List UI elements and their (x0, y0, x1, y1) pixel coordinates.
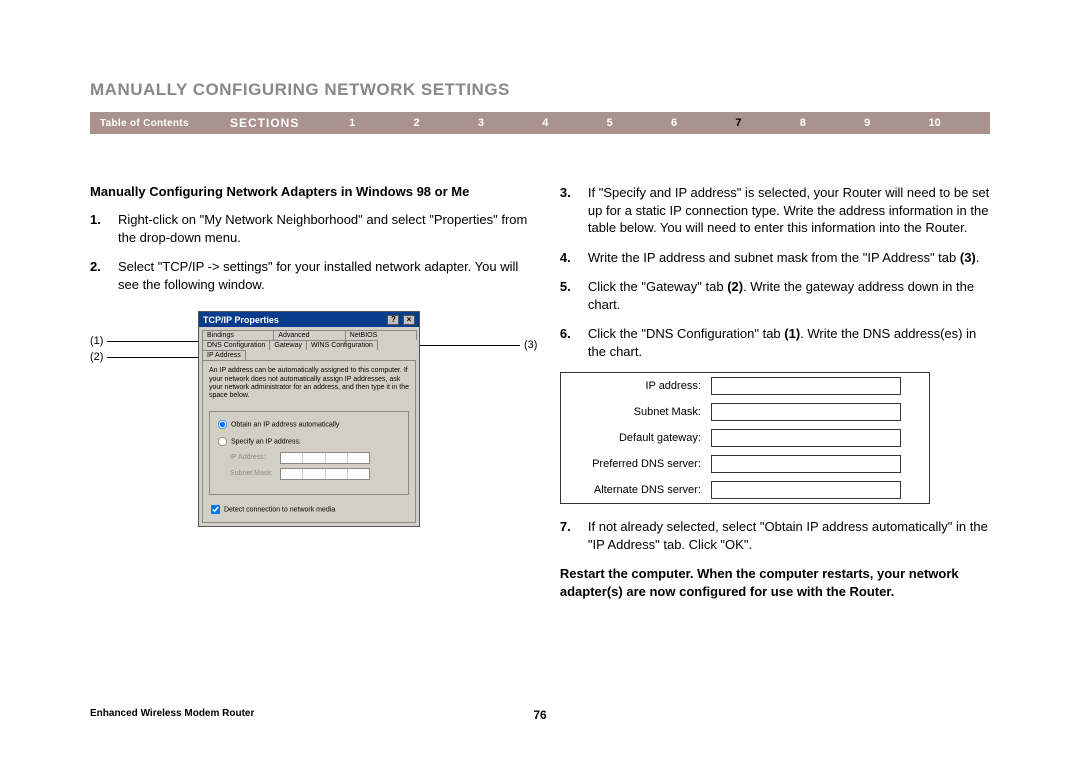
callout-1: (1) (90, 335, 103, 347)
ip-info-table: IP address: Subnet Mask: Default gateway… (560, 372, 930, 504)
page-footer: Enhanced Wireless Modem Router 76 (90, 708, 990, 719)
nav-num-7[interactable]: 7 (735, 117, 741, 129)
nav-num-9[interactable]: 9 (864, 117, 870, 129)
ip-table-input[interactable] (711, 481, 901, 499)
ip-table-input[interactable] (711, 429, 901, 447)
tcpip-dialog: TCP/IP Properties ? × Bindings Advanced … (198, 311, 420, 527)
nav-num-2[interactable]: 2 (414, 117, 420, 129)
right-steps: 3. If "Specify and IP address" is select… (560, 184, 990, 360)
left-steps: 1. Right-click on "My Network Neighborho… (90, 211, 530, 293)
tab-dns[interactable]: DNS Configuration (202, 340, 270, 350)
step-number: 1. (90, 211, 118, 246)
radio-specify[interactable] (218, 437, 227, 446)
detect-connection-checkbox[interactable] (211, 505, 220, 514)
tab-netbios[interactable]: NetBIOS (345, 330, 417, 340)
radio-specify-label: Specify an IP address: (231, 438, 301, 445)
footer-page-number: 76 (533, 708, 546, 722)
ip-table-input[interactable] (711, 377, 901, 395)
nav-numbers: 1 2 3 4 5 6 7 8 9 10 (320, 117, 990, 129)
step-number: 2. (90, 258, 118, 293)
nav-num-8[interactable]: 8 (800, 117, 806, 129)
tab-bindings[interactable]: Bindings (202, 330, 274, 340)
right-column: 3. If "Specify and IP address" is select… (560, 184, 990, 601)
tab-ipaddress[interactable]: IP Address (202, 350, 246, 360)
callout-3: (3) (524, 339, 537, 351)
nav-num-3[interactable]: 3 (478, 117, 484, 129)
callout-2: (2) (90, 351, 103, 363)
dialog-titlebar: TCP/IP Properties ? × (199, 312, 419, 327)
step-text: If not already selected, select "Obtain … (588, 518, 990, 553)
radio-obtain-auto-label: Obtain an IP address automatically (231, 421, 339, 428)
step7-list: 7. If not already selected, select "Obta… (560, 518, 990, 553)
dialog-title-text: TCP/IP Properties (203, 315, 279, 325)
ip-table-label: Alternate DNS server: (571, 484, 711, 496)
step-text: If "Specify and IP address" is selected,… (588, 184, 990, 237)
step-text: Click the "DNS Configuration" tab (1). W… (588, 325, 990, 360)
nav-sections-label: SECTIONS (230, 116, 320, 130)
tab-wins[interactable]: WINS Configuration (306, 340, 378, 350)
ip-table-label: Subnet Mask: (571, 406, 711, 418)
ip-address-label: IP Address: (230, 454, 280, 462)
ip-address-input[interactable] (280, 452, 370, 464)
page-title: MANUALLY CONFIGURING NETWORK SETTINGS (90, 80, 990, 100)
sub-heading: Manually Configuring Network Adapters in… (90, 184, 530, 199)
left-column: Manually Configuring Network Adapters in… (90, 184, 530, 601)
ip-table-input[interactable] (711, 455, 901, 473)
footer-product-name: Enhanced Wireless Modem Router (90, 708, 254, 719)
close-icon[interactable]: × (403, 315, 415, 325)
subnet-mask-input[interactable] (280, 468, 370, 480)
ip-table-label: Preferred DNS server: (571, 458, 711, 470)
subnet-mask-label: Subnet Mask: (230, 470, 280, 478)
nav-num-1[interactable]: 1 (349, 117, 355, 129)
tab-advanced[interactable]: Advanced (273, 330, 345, 340)
dialog-figure: (1) (2) (3) TCP/IP Properties (90, 311, 530, 571)
help-icon[interactable]: ? (387, 315, 399, 325)
nav-toc-link[interactable]: Table of Contents (90, 118, 230, 129)
step-number: 7. (560, 518, 588, 553)
restart-note: Restart the computer. When the computer … (560, 565, 990, 600)
dialog-description: An IP address can be automatically assig… (209, 367, 409, 401)
step-text: Right-click on "My Network Neighborhood"… (118, 211, 530, 246)
nav-num-10[interactable]: 10 (929, 117, 941, 129)
step-number: 4. (560, 249, 588, 267)
step-number: 3. (560, 184, 588, 237)
step-text: Select "TCP/IP -> settings" for your ins… (118, 258, 530, 293)
radio-obtain-auto[interactable] (218, 420, 227, 429)
step-number: 6. (560, 325, 588, 360)
nav-num-5[interactable]: 5 (607, 117, 613, 129)
ip-table-input[interactable] (711, 403, 901, 421)
step-text: Write the IP address and subnet mask fro… (588, 249, 990, 267)
nav-num-6[interactable]: 6 (671, 117, 677, 129)
tab-gateway[interactable]: Gateway (269, 340, 307, 350)
ip-table-label: IP address: (571, 380, 711, 392)
step-text: Click the "Gateway" tab (2). Write the g… (588, 278, 990, 313)
detect-connection-label: Detect connection to network media (224, 506, 335, 513)
step-number: 5. (560, 278, 588, 313)
nav-bar: Table of Contents SECTIONS 1 2 3 4 5 6 7… (90, 112, 990, 134)
ip-table-label: Default gateway: (571, 432, 711, 444)
nav-num-4[interactable]: 4 (542, 117, 548, 129)
